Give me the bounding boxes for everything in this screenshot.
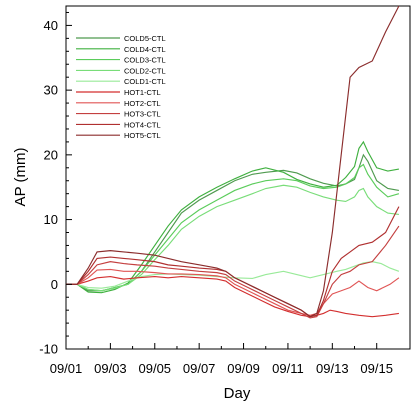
x-tick-label: 09/05 xyxy=(139,361,172,376)
legend-label: HOT1-CTL xyxy=(124,88,161,97)
y-tick-label: 30 xyxy=(44,83,58,98)
x-tick-label: 09/01 xyxy=(50,361,83,376)
legend-label: HOT2-CTL xyxy=(124,99,161,108)
x-axis-title: Day xyxy=(224,385,251,402)
series-line-cold2-ctl xyxy=(66,184,399,292)
legend-label: HOT3-CTL xyxy=(124,110,161,119)
series-line-hot5-ctl xyxy=(66,5,400,318)
legend-label: COLD1-CTL xyxy=(124,77,166,86)
x-tick-label: 09/09 xyxy=(227,361,260,376)
series-line-hot3-ctl xyxy=(66,225,400,319)
x-tick-label: 09/11 xyxy=(272,361,304,376)
y-tick-label: 20 xyxy=(44,147,58,162)
y-tick-label: 40 xyxy=(44,18,58,33)
x-axis-ticks: 09/01 09/03 09/05 09/07 09/09 09/11 09/13 09/15 xyxy=(50,343,393,376)
y-tick-label: -10 xyxy=(39,342,58,357)
series-line-hot1-ctl xyxy=(66,275,399,318)
y-axis-title: AP (mm) xyxy=(12,148,29,207)
y-axis-ticks: -10 0 10 20 30 40 xyxy=(39,11,72,357)
x-tick-label: 09/03 xyxy=(94,361,127,376)
legend-label: COLD3-CTL xyxy=(124,56,166,65)
y-tick-label: 10 xyxy=(44,212,58,227)
x-tick-label: 09/07 xyxy=(183,361,216,376)
legend-label: HOT5-CTL xyxy=(124,131,161,140)
legend-label: COLD2-CTL xyxy=(124,66,166,75)
series-line-hot2-ctl xyxy=(66,268,400,316)
y-tick-label: 0 xyxy=(51,277,58,292)
legend-label: COLD4-CTL xyxy=(124,45,166,54)
x-tick-label: 09/13 xyxy=(316,361,349,376)
legend-label: COLD5-CTL xyxy=(124,34,166,43)
x-tick-label: 09/15 xyxy=(360,361,393,376)
series-layer xyxy=(66,5,400,319)
legend-label: HOT4-CTL xyxy=(124,120,161,129)
